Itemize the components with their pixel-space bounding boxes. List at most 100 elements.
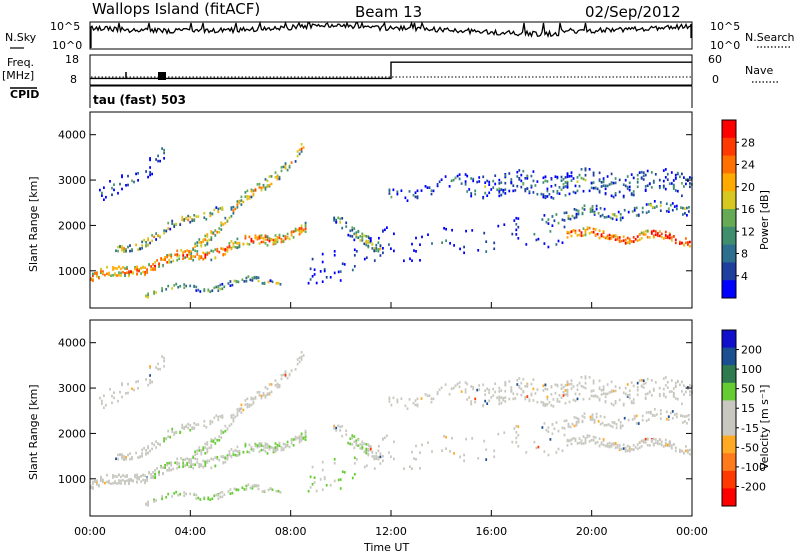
power-cell: [517, 225, 520, 229]
power-cell: [90, 278, 92, 282]
power-cell: [147, 296, 149, 299]
velocity-cell: [589, 415, 592, 419]
power-cell: [100, 267, 102, 271]
velocity-cell: [618, 444, 621, 447]
power-cell: [147, 292, 149, 296]
velocity-cell: [221, 490, 224, 494]
velocity-cell: [304, 438, 307, 441]
velocity-cell: [674, 397, 677, 400]
power-cell: [498, 187, 501, 191]
velocity-cell: [99, 396, 101, 400]
velocity-cell: [590, 394, 593, 398]
power-cell: [200, 255, 203, 259]
power-cell: [556, 191, 559, 195]
power-cell: [333, 253, 336, 257]
velocity-cell: [202, 448, 205, 451]
velocity-cell: [588, 397, 591, 401]
x-tick-label: 12:00: [375, 525, 407, 538]
power-cell: [136, 269, 138, 272]
power-cell: [646, 229, 649, 233]
velocity-cell: [388, 397, 391, 400]
power-cell: [284, 235, 287, 238]
velocity-cell: [619, 424, 622, 428]
velocity-cell: [477, 457, 480, 460]
velocity-cell: [232, 450, 235, 453]
power-cell: [588, 232, 591, 235]
power-cell: [139, 247, 141, 251]
power-cell: [210, 236, 213, 239]
power-cell: [280, 238, 283, 241]
power-cell: [630, 240, 633, 243]
power-cell: [304, 223, 307, 226]
velocity-cell: [483, 439, 486, 443]
velocity-cell: [415, 458, 417, 461]
velocity-cell: [640, 378, 643, 382]
power-cell: [640, 237, 643, 240]
velocity-cell: [488, 391, 491, 394]
power-cell: [246, 189, 249, 193]
power-cell: [494, 174, 497, 177]
power-cell: [672, 235, 675, 238]
power-cell: [504, 174, 507, 177]
power-cell: [377, 249, 380, 253]
power-cell: [553, 219, 556, 222]
velocity-cell: [292, 438, 295, 441]
velocity-cell: [542, 403, 545, 407]
power-cell: [349, 229, 352, 233]
velocity-cell: [146, 477, 148, 480]
power-cell: [214, 256, 217, 260]
velocity-cell: [468, 396, 471, 399]
power-cell: [304, 227, 307, 230]
power-cell: [512, 189, 515, 193]
velocity-cell: [551, 423, 554, 426]
power-cell: [685, 241, 687, 245]
power-cell: [329, 276, 332, 279]
power-cell: [244, 191, 247, 194]
power-cell: [298, 229, 301, 232]
velocity-cell: [386, 434, 388, 437]
velocity-cell: [689, 448, 691, 452]
power-cell: [127, 183, 129, 187]
power-cell: [412, 193, 415, 197]
velocity-cell: [276, 446, 279, 450]
velocity-cell: [173, 431, 176, 435]
power-cell: [236, 246, 239, 250]
velocity-cell: [592, 389, 595, 392]
power-cell: [121, 187, 123, 191]
velocity-cell: [266, 393, 269, 397]
power-cell: [590, 181, 593, 185]
velocity-cell: [598, 398, 601, 402]
velocity-cell: [355, 458, 358, 461]
power-cell: [294, 227, 297, 231]
power-cell: [182, 251, 185, 255]
velocity-cell: [627, 418, 630, 422]
power-cell: [409, 257, 411, 261]
power-cell: [279, 283, 282, 286]
velocity-cell: [666, 380, 669, 384]
velocity-cell: [121, 382, 123, 385]
power-cell: [606, 237, 609, 240]
velocity-cell: [264, 450, 267, 453]
power-cell: [345, 225, 348, 228]
velocity-cell: [493, 455, 496, 459]
velocity-cell: [188, 458, 191, 462]
power-cell: [337, 270, 340, 274]
power-cell: [566, 182, 569, 185]
power-cell: [636, 173, 639, 177]
power-cell: [264, 188, 267, 191]
velocity-cell: [492, 394, 495, 397]
power-cell: [635, 214, 638, 217]
power-cell: [173, 284, 176, 287]
velocity-cell: [161, 355, 163, 358]
velocity-cell: [592, 394, 595, 398]
velocity-cell: [607, 423, 610, 426]
velocity-cell: [226, 456, 229, 459]
velocity-cell: [244, 403, 247, 406]
velocity-cell: [296, 358, 299, 361]
power-cell: [178, 257, 181, 261]
velocity-cell: [498, 399, 501, 402]
power-cell: [648, 182, 651, 185]
power-cell: [116, 267, 118, 270]
velocity-cell: [644, 441, 647, 444]
colorbar-tick-label: -50: [741, 441, 759, 454]
